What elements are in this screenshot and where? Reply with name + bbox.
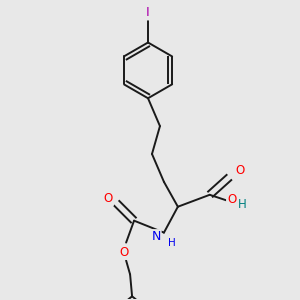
Text: H: H	[238, 198, 246, 211]
Text: O: O	[103, 192, 113, 205]
Text: O: O	[227, 193, 236, 206]
Text: O: O	[235, 164, 244, 177]
Text: H: H	[168, 238, 176, 248]
Text: I: I	[146, 6, 150, 19]
Text: N: N	[151, 230, 161, 243]
Text: O: O	[119, 246, 129, 259]
